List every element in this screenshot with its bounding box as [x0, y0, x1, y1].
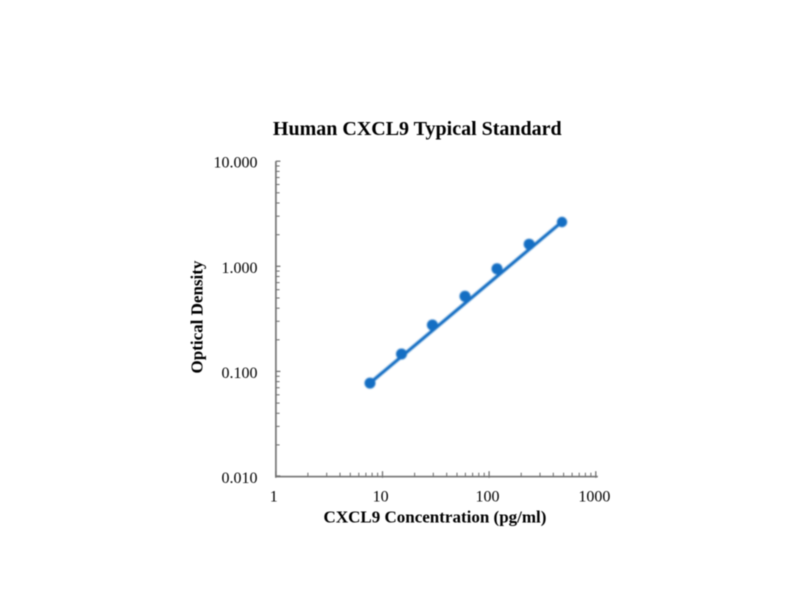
svg-text:Human CXCL9 Typical Standard: Human CXCL9 Typical Standard — [273, 118, 562, 140]
svg-text:CXCL9 Concentration (pg/ml): CXCL9 Concentration (pg/ml) — [324, 508, 547, 527]
svg-text:Optical Density: Optical Density — [188, 260, 207, 373]
svg-text:10.000: 10.000 — [214, 155, 258, 172]
svg-text:10: 10 — [373, 488, 389, 505]
svg-text:0.010: 0.010 — [222, 470, 258, 487]
svg-text:1000: 1000 — [578, 488, 610, 505]
svg-text:1: 1 — [270, 488, 278, 505]
svg-text:100: 100 — [476, 488, 500, 505]
svg-text:0.100: 0.100 — [222, 365, 258, 382]
svg-text:1.000: 1.000 — [222, 260, 258, 277]
